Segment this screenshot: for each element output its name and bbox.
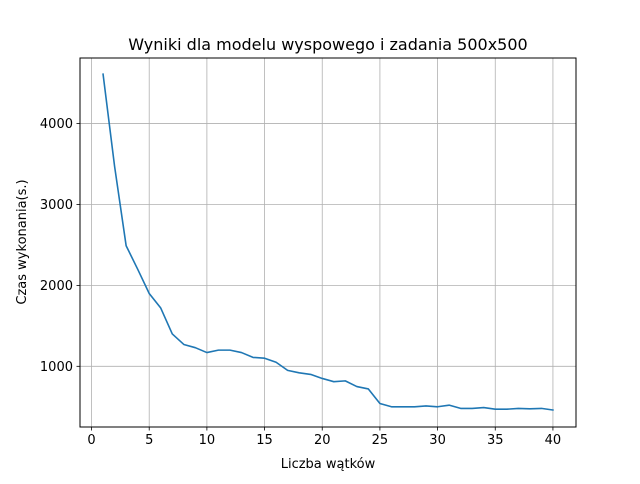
x-tick-label: 35 <box>487 433 504 448</box>
y-tick-label: 2000 <box>40 279 73 294</box>
x-axis-ticks: 0 5 10 15 20 25 30 35 40 <box>87 427 561 448</box>
x-axis-label: Liczba wątków <box>281 457 376 472</box>
x-tick-label: 5 <box>145 433 153 448</box>
series-layer <box>102 73 554 411</box>
x-tick-label: 20 <box>314 433 331 448</box>
x-tick-label: 25 <box>372 433 389 448</box>
x-tick-label: 30 <box>429 433 446 448</box>
x-tick-label: 15 <box>256 433 273 448</box>
x-tick-label: 40 <box>545 433 562 448</box>
series-line <box>102 73 554 411</box>
grid <box>80 58 576 427</box>
y-axis-ticks: 1000 2000 3000 4000 <box>40 117 80 375</box>
chart-title: Wyniki dla modelu wyspowego i zadania 50… <box>128 35 527 54</box>
y-tick-label: 1000 <box>40 360 73 375</box>
plot-frame <box>79 57 577 428</box>
x-tick-label: 10 <box>199 433 216 448</box>
y-tick-label: 4000 <box>40 117 73 132</box>
y-tick-label: 3000 <box>40 198 73 213</box>
x-tick-label: 0 <box>87 433 95 448</box>
y-axis-label: Czas wykonania(s.) <box>15 179 30 304</box>
